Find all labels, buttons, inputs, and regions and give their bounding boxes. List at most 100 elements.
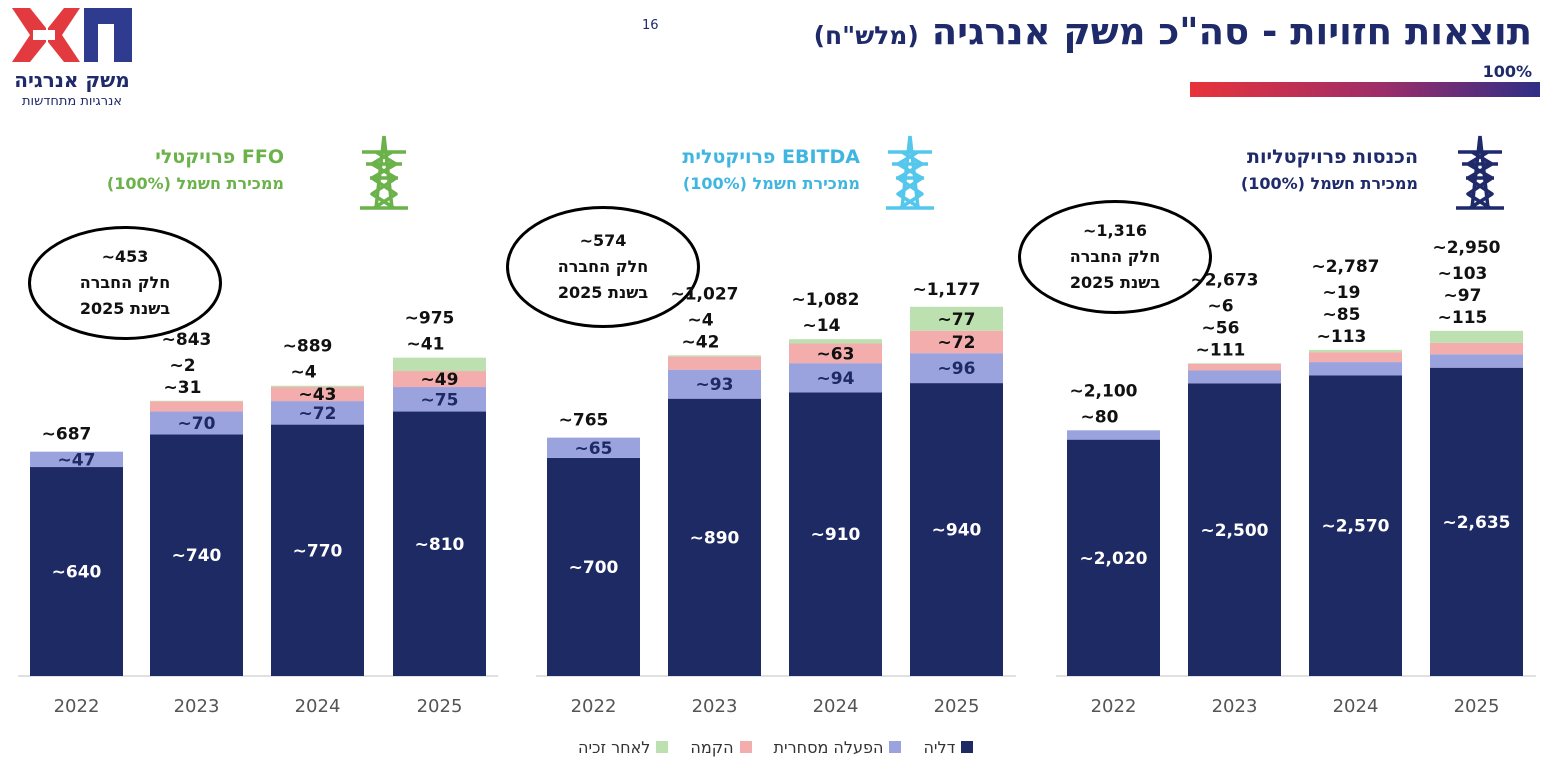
chart-legend: דליה הפעלה מסחרית הקמה לאחר זכיה xyxy=(556,736,974,758)
x-tick-label: 2023 xyxy=(692,696,738,717)
bar-segment xyxy=(1309,375,1402,676)
ebitda-subheading: ממכירת חשמל (100%) xyxy=(682,174,860,193)
bar-segment xyxy=(547,457,640,676)
data-label: ~80 xyxy=(1081,407,1119,427)
x-tick-label: 2022 xyxy=(54,696,100,717)
data-label: ~56 xyxy=(1202,318,1240,338)
data-label: ~42 xyxy=(682,332,720,352)
bar-segment xyxy=(1430,354,1523,368)
bar-segment xyxy=(547,437,640,458)
x-tick-label: 2025 xyxy=(417,696,463,717)
legend-swatch xyxy=(889,741,902,753)
ownership-percent: 100% xyxy=(1482,62,1532,81)
bar-segment xyxy=(1188,383,1281,676)
bar-segment xyxy=(910,306,1003,331)
legend-item-commercial: הפעלה מסחרית xyxy=(774,738,902,757)
data-label: ~770 xyxy=(293,541,343,561)
total-label: ~1,027 xyxy=(670,284,738,304)
bar-segment xyxy=(393,371,486,388)
bubble-value: 453~ xyxy=(101,247,149,266)
ebitda-panel-heading: EBITDA פרויקטלית ממכירת חשמל (100%) xyxy=(682,146,860,193)
data-label: ~97 xyxy=(1444,286,1482,306)
data-label: ~2,635 xyxy=(1442,513,1510,533)
bar-segment xyxy=(668,398,761,676)
bar-segment xyxy=(1067,439,1160,676)
company-share-bubble-revenue: 1,316~ חלק החברה בשנת 2025 xyxy=(1018,200,1212,314)
data-label: ~4 xyxy=(290,363,316,383)
page-title: תוצאות חזויות - סה"כ משק אנרגיה (מלש"ח) xyxy=(814,10,1532,53)
revenue-subheading: ממכירת חשמל (100%) xyxy=(1240,174,1418,193)
x-tick-label: 2024 xyxy=(813,696,859,717)
data-label: ~115 xyxy=(1438,308,1488,328)
page-title-text: תוצאות חזויות - סה"כ משק אנרגיה xyxy=(931,10,1532,53)
power-tower-icon xyxy=(360,135,408,210)
data-label: ~6 xyxy=(1207,296,1233,316)
x-tick-label: 2022 xyxy=(1091,696,1137,717)
bar-segment xyxy=(1067,430,1160,440)
legend-label: לאחר זכיה xyxy=(578,737,651,757)
data-label: ~93 xyxy=(696,375,734,395)
data-label: ~85 xyxy=(1323,305,1361,325)
ebitda-heading: EBITDA פרויקטלית xyxy=(682,146,860,168)
data-label: ~43 xyxy=(299,385,337,405)
x-tick-label: 2025 xyxy=(934,696,980,717)
bar-segment xyxy=(1309,349,1402,353)
x-tick-label: 2025 xyxy=(1454,696,1500,717)
logo-brand-name: משק אנרגיה xyxy=(14,68,130,92)
logo-mark-icon xyxy=(12,8,132,62)
x-tick-label: 2024 xyxy=(1333,696,1379,717)
total-label: ~975 xyxy=(405,309,455,329)
bar-segment xyxy=(150,401,243,412)
bar-segment xyxy=(271,387,364,402)
data-label: ~910 xyxy=(811,525,861,545)
bubble-label: חלק החברה xyxy=(557,257,649,276)
x-tick-label: 2023 xyxy=(174,696,220,717)
data-label: ~103 xyxy=(1438,264,1488,284)
bar-segment xyxy=(150,434,243,676)
bar-segment xyxy=(393,411,486,676)
bar-segment xyxy=(150,400,243,402)
legend-swatch xyxy=(656,741,669,753)
data-label: ~740 xyxy=(172,546,222,566)
total-label: ~2,100 xyxy=(1069,381,1137,401)
bubble-label: חלק החברה xyxy=(1069,247,1161,266)
bar-segment xyxy=(1430,330,1523,343)
bar-segment xyxy=(30,451,123,468)
bar-segment xyxy=(1188,363,1281,364)
data-label: ~96 xyxy=(938,359,976,379)
bar-segment xyxy=(271,401,364,425)
data-label: ~890 xyxy=(690,528,740,548)
power-tower-icon xyxy=(886,135,934,210)
data-label: ~810 xyxy=(415,535,465,555)
legend-item-construction: הקמה xyxy=(690,738,752,757)
company-logo: משק אנרגיה אנרגיות מתחדשות xyxy=(6,6,138,110)
bar-segment xyxy=(668,356,761,370)
data-label: ~31 xyxy=(164,378,202,398)
data-label: ~14 xyxy=(803,316,841,336)
total-label: ~889 xyxy=(283,337,333,357)
data-label: ~47 xyxy=(58,450,96,470)
data-label: ~2,500 xyxy=(1200,521,1268,541)
bubble-value: 1,316~ xyxy=(1082,221,1147,240)
data-label: ~94 xyxy=(817,369,855,389)
title-accent-bar xyxy=(1190,82,1540,97)
revenue-heading: הכנסות פרויקטליות xyxy=(1247,146,1418,168)
data-label: ~2,020 xyxy=(1079,549,1147,569)
total-label: ~2,787 xyxy=(1311,257,1379,277)
ffo-panel-heading: FFO פרויקטלי ממכירת חשמל (100%) xyxy=(107,146,284,193)
bubble-value: 574~ xyxy=(579,231,627,250)
page-title-unit: (מלש"ח) xyxy=(813,21,919,50)
ffo-subheading: ממכירת חשמל (100%) xyxy=(106,174,284,193)
bar-segment xyxy=(789,343,882,364)
total-label: ~2,950 xyxy=(1432,238,1500,258)
total-label: ~1,177 xyxy=(912,280,980,300)
bar-segment xyxy=(1188,363,1281,371)
bar-segment xyxy=(668,355,761,357)
legend-swatch xyxy=(961,741,974,753)
bar-segment xyxy=(668,369,761,399)
bar-segment xyxy=(271,385,364,388)
total-label: ~2,673 xyxy=(1190,270,1258,290)
bubble-year: בשנת 2025 xyxy=(79,299,171,318)
total-label: ~687 xyxy=(42,425,92,445)
